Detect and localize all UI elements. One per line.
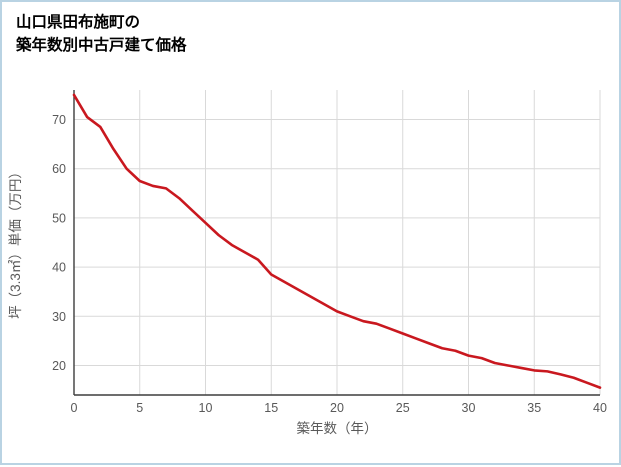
- price-line-chart: 20 30 40 50 60 70 0 5 10 15 20 25 30 35 40 築年数（年） 坪（3.…: [8, 90, 607, 436]
- price-data-line: [72, 93, 602, 389]
- y-tick-label: 70: [52, 113, 66, 127]
- y-tick-label: 60: [52, 162, 66, 176]
- y-tick-label: 30: [52, 310, 66, 324]
- x-axis-title: 築年数（年）: [297, 421, 378, 436]
- x-tick-label: 30: [462, 401, 476, 415]
- grid-layer: [74, 90, 601, 395]
- y-tick-label: 20: [52, 359, 66, 373]
- x-tick-label: 10: [199, 401, 213, 415]
- x-tick-label: 15: [264, 401, 278, 415]
- x-tick-label: 20: [330, 401, 344, 415]
- y-tick-label: 40: [52, 261, 66, 275]
- x-tick-label: 0: [71, 401, 78, 415]
- x-tick-label: 25: [396, 401, 410, 415]
- axis-layer: 20 30 40 50 60 70 0 5 10 15 20 25 30 35 40: [52, 90, 607, 415]
- x-tick-label: 40: [593, 401, 607, 415]
- series-layer: [72, 93, 602, 389]
- y-axis-title: 坪（3.3㎡）単価（万円）: [8, 165, 23, 319]
- x-tick-label: 5: [136, 401, 143, 415]
- x-tick-label: 35: [527, 401, 541, 415]
- y-tick-label: 50: [52, 211, 66, 225]
- chart-title: 山口県田布施町の 築年数別中古戸建て価格: [16, 14, 187, 55]
